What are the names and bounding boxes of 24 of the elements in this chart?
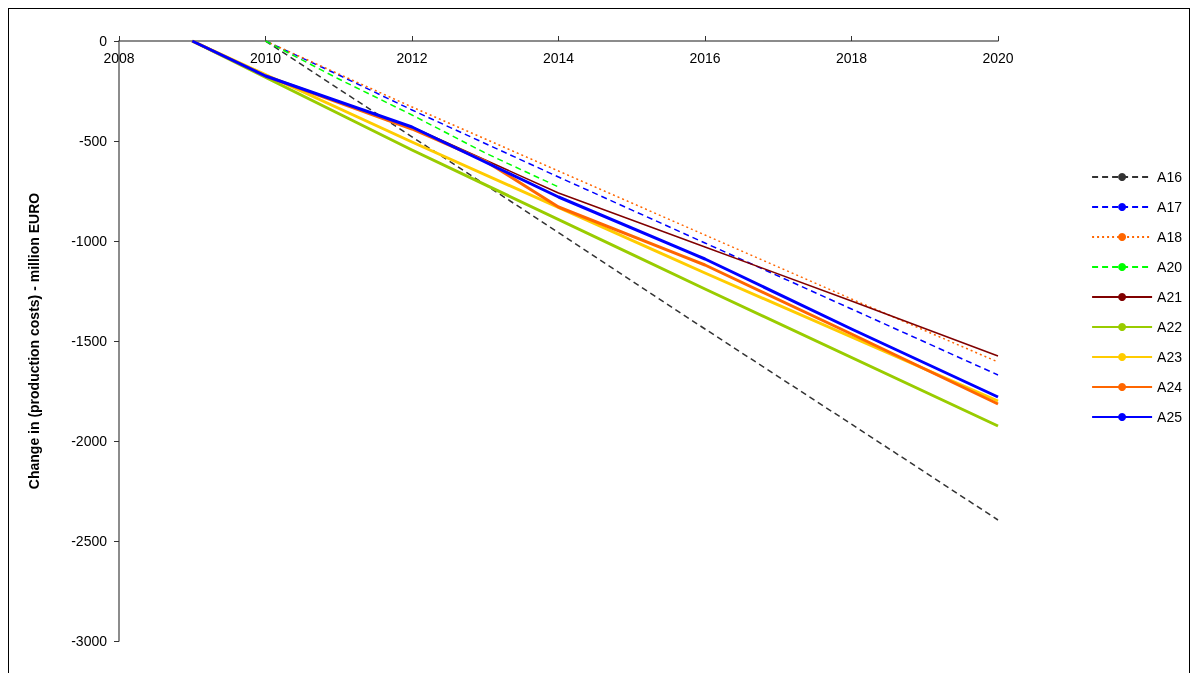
y-axis-title: Change in (production costs) - million EURO	[26, 192, 42, 490]
x-tick-label: 2010	[249, 50, 282, 66]
y-tick-label: -3000	[71, 633, 108, 649]
x-tick-label: 2020	[982, 50, 1014, 66]
legend-label: A22	[1157, 319, 1183, 335]
x-tick-label: 2012	[396, 50, 428, 66]
legend-label: A20	[1157, 259, 1183, 275]
legend-label: A23	[1157, 349, 1183, 365]
y-tick-label: 0	[99, 33, 108, 49]
y-tick-label: -2000	[71, 433, 108, 449]
y-tick-label: -500	[78, 133, 108, 149]
legend-label: A24	[1157, 379, 1183, 395]
legend-label: A25	[1157, 409, 1183, 425]
y-tick-label: -1000	[71, 233, 108, 249]
x-tick-label: 2016	[689, 50, 721, 66]
x-tick-label: 2008	[103, 50, 135, 66]
legend-label: A16	[1157, 169, 1183, 185]
legend-label: A18	[1157, 229, 1183, 245]
y-tick-label: -1500	[71, 333, 108, 349]
x-tick-label: 2014	[542, 50, 575, 66]
legend-label: A21	[1157, 289, 1183, 305]
x-tick-label: 2018	[835, 50, 868, 66]
y-tick-label: -2500	[71, 533, 108, 549]
legend-label: A17	[1157, 199, 1183, 215]
